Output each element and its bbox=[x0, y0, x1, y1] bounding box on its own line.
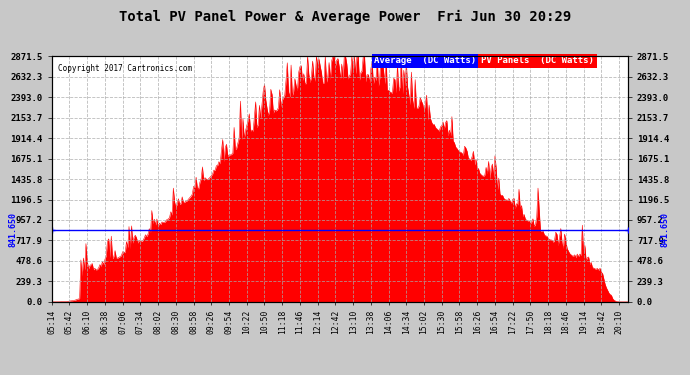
Text: Copyright 2017 Cartronics.com: Copyright 2017 Cartronics.com bbox=[57, 64, 192, 73]
Text: Total PV Panel Power & Average Power  Fri Jun 30 20:29: Total PV Panel Power & Average Power Fri… bbox=[119, 9, 571, 24]
Text: 841.650: 841.650 bbox=[661, 212, 670, 248]
Text: Average  (DC Watts): Average (DC Watts) bbox=[375, 56, 477, 65]
Text: PV Panels  (DC Watts): PV Panels (DC Watts) bbox=[481, 56, 594, 65]
Text: 841.650: 841.650 bbox=[8, 212, 17, 248]
